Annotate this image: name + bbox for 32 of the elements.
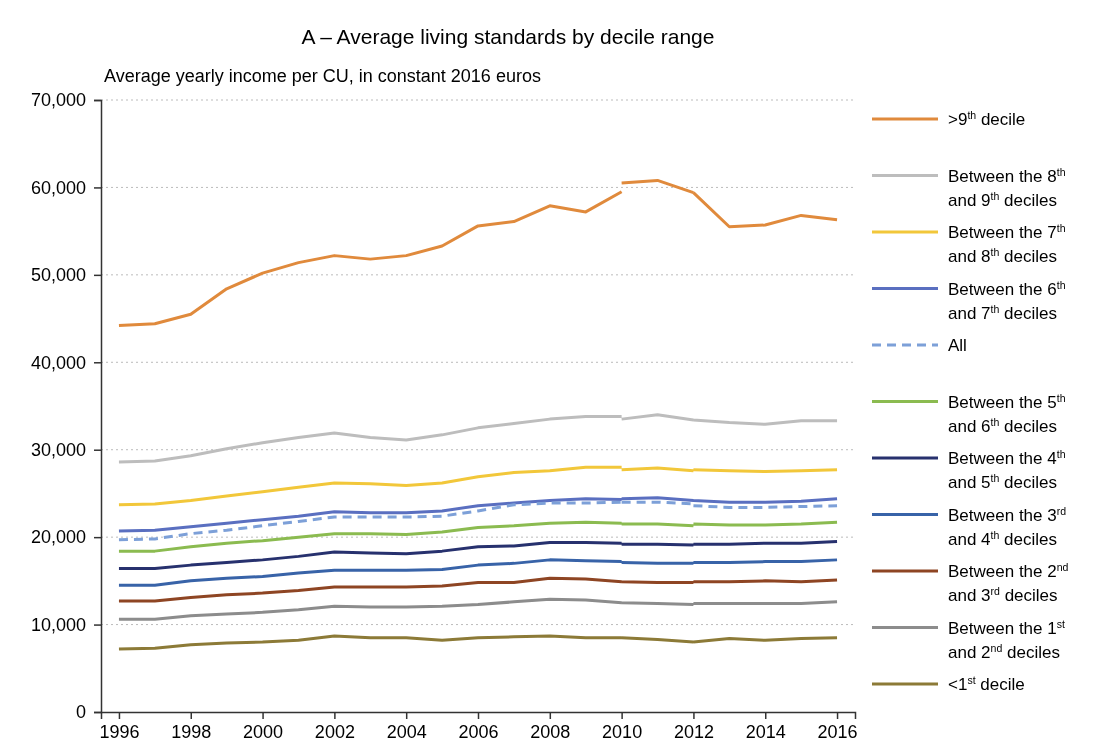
x-tick-label: 2002: [314, 721, 355, 742]
x-tick-label: 2014: [745, 721, 786, 742]
y-tick-label: 50,000: [30, 265, 86, 286]
text: Between the 2$^{nd}$ and 3$^{rd}$ deciles: [948, 561, 1069, 605]
x-tick-label: 2004: [386, 721, 427, 742]
x-tick-label: 1998: [171, 721, 212, 742]
x-tick-label: 2012: [673, 721, 714, 742]
text: Between the 1$^{st}$ and 2$^{nd}$ deciles: [948, 617, 1065, 662]
x-tick-label: 2016: [817, 721, 858, 742]
y-tick-label: 30,000: [30, 439, 86, 460]
x-tick-label: 2000: [243, 721, 284, 742]
y-tick-label: 60,000: [30, 177, 86, 198]
text: Between the 4$^{th}$ and 5$^{th}$ deciles: [948, 448, 1066, 492]
x-tick-label: 2008: [530, 721, 571, 742]
x-tick-label: 2006: [458, 721, 499, 742]
y-axis-title: Average yearly income per CU, in constant 2016 euros: [104, 66, 541, 86]
y-tick-label: 20,000: [30, 527, 86, 548]
y-tick-label: 10,000: [30, 614, 86, 635]
text: Between the 3$^{rd}$ and 4$^{th}$ deciles: [948, 504, 1067, 549]
text: Between the 7$^{th}$ and 8$^{th}$ deciles: [948, 222, 1066, 266]
text: Between the 8$^{th}$ and 9$^{th}$ deciles: [948, 165, 1066, 210]
legend-label: >9$^{th}$ decile: [948, 109, 1026, 129]
chart-title: A – Average living standards by decile range: [301, 25, 715, 48]
y-tick-label: 70,000: [30, 90, 86, 111]
x-tick-label: 1996: [99, 721, 140, 742]
y-tick-label: 40,000: [30, 352, 86, 373]
text: Between the 5$^{th}$ and 6$^{th}$ deciles: [948, 391, 1066, 436]
legend-label: All: [948, 336, 967, 355]
legend-label: <1$^{st}$ decile: [948, 674, 1025, 694]
y-tick-label: 0: [75, 702, 86, 723]
x-tick-label: 2010: [602, 721, 643, 742]
text: Between the 6$^{th}$ and 7$^{th}$ deciles: [948, 278, 1066, 323]
